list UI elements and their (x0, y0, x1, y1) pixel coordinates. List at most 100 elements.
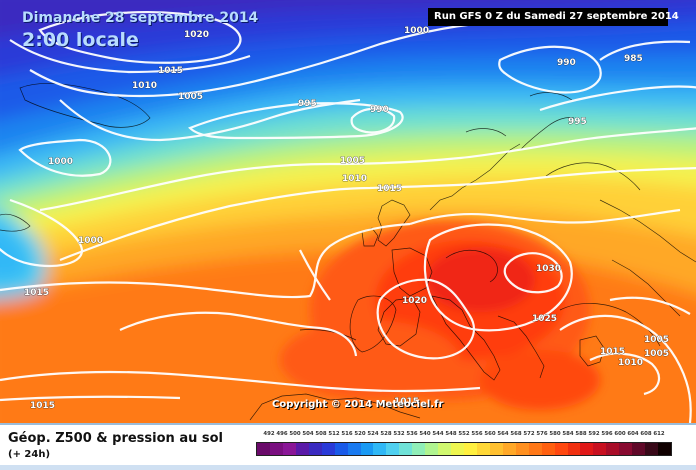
legend-tick-label: 532 (393, 431, 405, 437)
legend-swatch (476, 443, 490, 455)
isobar-label: 1020 (184, 30, 209, 40)
forecast-offset: (+ 24h) (8, 449, 51, 460)
isobar-label: 1000 (78, 236, 103, 246)
legend-swatch (580, 443, 594, 455)
legend-tick-label: 504 (302, 431, 314, 437)
legend-tick-label: 520 (354, 431, 366, 437)
isobar-label: 995 (568, 117, 587, 127)
isobar-label: 1000 (48, 157, 73, 167)
forecast-time: 2:00 locale (22, 29, 139, 51)
isobar-label: 1025 (532, 314, 557, 324)
legend-swatch (373, 443, 387, 455)
isobar-label: 1005 (178, 92, 203, 102)
legend-tick-label: 604 (627, 431, 639, 437)
legend-tick-label: 576 (536, 431, 548, 437)
forecast-date: Dimanche 28 septembre 2014 (22, 10, 259, 26)
isobar-label: 995 (298, 99, 317, 109)
forecast-map: 1020 1015 1010 1005 1000 995 990 990 985… (0, 0, 696, 423)
product-title: Géop. Z500 & pression au sol (8, 431, 223, 446)
isobar-label: 1015 (394, 397, 419, 407)
legend-tick-label: 588 (575, 431, 587, 437)
isobar-label: 1010 (618, 358, 643, 368)
bottom-border (0, 465, 696, 470)
legend-tick-label: 544 (432, 431, 444, 437)
legend-swatch (412, 443, 426, 455)
legend-tick-label: 536 (406, 431, 418, 437)
legend-swatch (464, 443, 477, 455)
legend-tick-label: 580 (549, 431, 561, 437)
isobars (0, 11, 696, 423)
legend-swatch (632, 443, 646, 455)
legend-swatch (334, 443, 348, 455)
legend-tick-label: 596 (601, 431, 613, 437)
legend-swatch (451, 443, 464, 455)
legend-swatch (438, 443, 452, 455)
legend-swatch (515, 443, 529, 455)
legend-panel: Géop. Z500 & pression au sol (+ 24h) 492… (0, 423, 696, 470)
legend-tick-label: 560 (484, 431, 496, 437)
legend-tick-label: 508 (315, 431, 327, 437)
legend-tick-label: 556 (471, 431, 483, 437)
legend-tick-labels: 492 496 500 504 508 512 516 520 524 528 532 536 540 5… (256, 431, 672, 440)
isobar-label: 1000 (404, 26, 429, 36)
isobar-label: 985 (624, 54, 643, 64)
legend-tick-label: 496 (276, 431, 288, 437)
isobar-label: 1015 (377, 184, 402, 194)
isobar-label: 1015 (600, 347, 625, 357)
legend-swatch (347, 443, 361, 455)
isobar-label: 1015 (24, 288, 49, 298)
legend-swatch (321, 443, 335, 455)
legend-tick-label: 564 (497, 431, 509, 437)
isobar-label: 1015 (158, 66, 183, 76)
isobar-label: 1030 (536, 264, 561, 274)
legend-swatch (269, 443, 283, 455)
legend-swatch (567, 443, 581, 455)
legend-swatch (489, 443, 503, 455)
legend-tick-label: 568 (510, 431, 522, 437)
legend-swatch (282, 443, 296, 455)
legend-tick-label: 608 (640, 431, 652, 437)
legend-swatch (593, 443, 607, 455)
isobar-label: 1010 (132, 81, 157, 91)
geopotential-field (0, 0, 696, 423)
legend-swatch (308, 443, 322, 455)
legend-tick-label: 528 (380, 431, 392, 437)
isobar-labels: 1020 1015 1010 1005 1000 995 990 990 985… (24, 26, 670, 412)
legend-swatch (425, 443, 439, 455)
color-scale-bar (256, 442, 672, 456)
legend-swatch (541, 443, 555, 455)
isobar-label: 1010 (342, 174, 367, 184)
legend-tick-label: 612 (653, 431, 665, 437)
legend-tick-label: 524 (367, 431, 379, 437)
legend-tick-label: 516 (341, 431, 353, 437)
legend-swatch (295, 443, 309, 455)
isobar-label: 1020 (402, 296, 427, 306)
legend-swatch (360, 443, 374, 455)
legend-tick-label: 552 (458, 431, 470, 437)
legend-swatch (645, 443, 659, 455)
legend-tick-label: 492 (263, 431, 275, 437)
copyright-watermark: Copyright © 2014 Meteociel.fr (272, 399, 444, 410)
legend-tick-label: 540 (419, 431, 431, 437)
legend-swatch (658, 443, 671, 455)
ridge-core (280, 220, 600, 410)
legend-tick-label: 572 (523, 431, 535, 437)
legend-tick-label: 592 (588, 431, 600, 437)
legend-swatch (257, 443, 270, 455)
isobar-label: 990 (557, 58, 576, 68)
isobar-label: 1005 (340, 156, 365, 166)
isobar-label: 1015 (30, 401, 55, 411)
model-run-info: Run GFS 0 Z du Samedi 27 septembre 2014 (428, 8, 679, 26)
legend-swatch (554, 443, 568, 455)
legend-tick-label: 512 (328, 431, 340, 437)
legend-swatch (399, 443, 413, 455)
isobar-label: 1005 (644, 349, 669, 359)
legend-swatch (606, 443, 620, 455)
isobar-label: 1005 (644, 335, 669, 345)
legend-tick-label: 584 (562, 431, 574, 437)
legend-swatch (386, 443, 400, 455)
legend-tick-label: 500 (289, 431, 301, 437)
legend-tick-label: 548 (445, 431, 457, 437)
legend-swatch (502, 443, 516, 455)
